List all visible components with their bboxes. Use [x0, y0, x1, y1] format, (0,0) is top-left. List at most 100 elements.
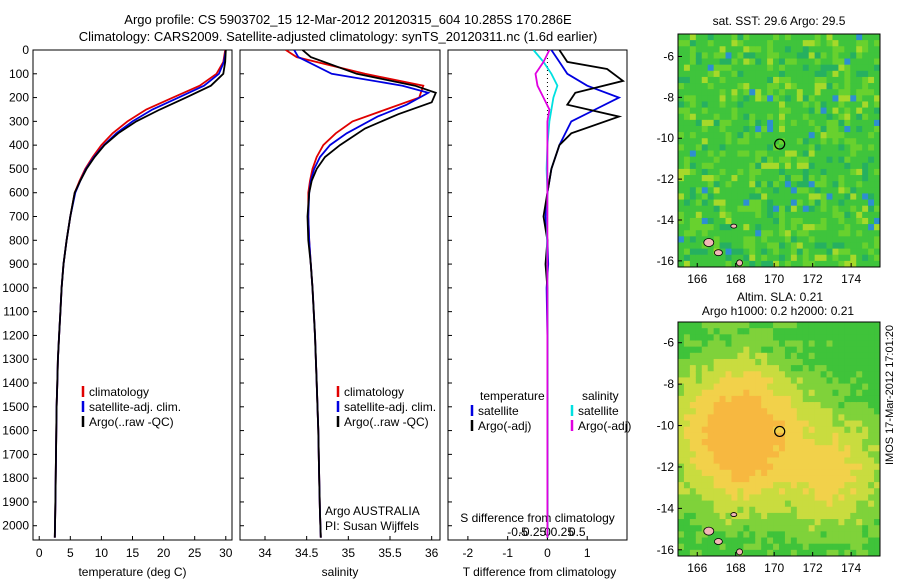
sst-map-cell — [755, 162, 762, 170]
sst-map-cell — [874, 254, 881, 262]
sst-map-cell — [695, 95, 703, 102]
sst-map-cell — [725, 64, 732, 72]
sla-map-cell — [838, 494, 845, 502]
sst-map-cell — [850, 132, 857, 139]
sst-map-cell — [784, 144, 792, 151]
sst-map-cell — [755, 46, 762, 53]
sla-map-cell — [850, 519, 857, 526]
sst-map-cell — [832, 156, 839, 164]
sla-map-cell — [862, 346, 869, 354]
sla-map-cell — [844, 475, 851, 483]
sst-map-cell — [707, 260, 715, 268]
sla-map-cell — [856, 426, 863, 434]
sst-map-cell — [755, 125, 762, 133]
sst-map-cell — [868, 132, 875, 139]
sst-map-cell — [689, 58, 697, 66]
sst-map-cell — [725, 205, 732, 213]
sla-map-cell — [850, 426, 857, 434]
sla-map-cell — [725, 340, 732, 348]
sst-map-cell — [796, 236, 804, 243]
sla-map-cell — [713, 346, 721, 354]
sst-map-cell — [784, 211, 792, 219]
sst-map-cell — [790, 260, 798, 268]
sst-map-cell — [796, 150, 804, 158]
sla-map-cell — [713, 358, 721, 366]
sst-map-cell — [802, 138, 810, 145]
sla-map-cell — [826, 334, 833, 341]
temp-plot-frame — [32, 49, 233, 541]
sla-map-cell — [826, 531, 833, 539]
island-shape — [703, 238, 715, 247]
sla-map-cell — [707, 340, 715, 348]
sla-map-cell — [796, 506, 804, 514]
sst-map-cell — [737, 254, 744, 262]
sla-map-cell — [784, 322, 792, 329]
sst-map-cell — [868, 64, 875, 72]
sla-map-cell — [773, 334, 780, 341]
sla-map-cell — [678, 352, 685, 360]
sla-map-cell — [749, 365, 756, 372]
sla-map-cell — [743, 439, 750, 446]
sla-map-cell — [767, 463, 774, 471]
sla-map-cell — [743, 543, 750, 551]
sla-map-cell — [773, 445, 780, 452]
sst-map-cell — [725, 150, 732, 158]
sst-map-cell — [755, 52, 762, 60]
sst-map-cell — [808, 205, 816, 213]
sst-map-cell — [683, 95, 691, 102]
sst-map-cell — [701, 70, 709, 78]
sst-map-cell — [707, 187, 715, 194]
sla-map-cell — [844, 512, 851, 520]
sla-map-cell — [725, 531, 732, 539]
sst-map-cell — [779, 76, 786, 84]
sla-map-cell — [790, 543, 798, 551]
sla-map-cell — [814, 494, 822, 502]
sst-map-cell — [737, 150, 744, 158]
sla-map-cell — [838, 525, 845, 532]
sla-map-cell — [755, 543, 762, 551]
sst-map-cell — [862, 125, 869, 133]
sla-map-cell — [761, 512, 768, 520]
sst-map-cell — [707, 230, 715, 237]
sst-map-cell — [749, 132, 756, 139]
sst-map-cell — [701, 260, 709, 268]
sla-map-cell — [719, 352, 727, 360]
sla-map-cell — [844, 488, 851, 495]
sla-map-cell — [719, 377, 727, 385]
sla-map-cell — [826, 328, 833, 335]
sst-map-cell — [755, 217, 762, 225]
sla-map-cell — [790, 371, 798, 378]
sst-map-cell — [719, 138, 727, 145]
sla-map-cell — [784, 457, 792, 465]
sla-map-cell — [820, 512, 828, 520]
sst-map-cell — [826, 230, 833, 237]
sla-map-cell — [779, 414, 786, 422]
sst-map-cell — [713, 230, 721, 237]
sla-map-cell — [755, 322, 762, 329]
sla-map-cell — [743, 475, 750, 483]
sst-map-cell — [856, 156, 863, 164]
sla-map-cell — [790, 525, 798, 532]
sst-map-cell — [868, 199, 875, 207]
sla-map-cell — [868, 426, 875, 434]
sla-map-cell — [725, 500, 732, 508]
sst-map-cell — [701, 46, 709, 53]
sla-map-cell — [695, 475, 703, 483]
sla-map-cell — [862, 469, 869, 477]
sst-map-cell — [683, 205, 691, 213]
sst-map-cell — [874, 70, 881, 78]
sst-map-cell — [773, 168, 780, 176]
sst-map-cell — [844, 40, 851, 47]
sst-map-cell — [796, 242, 804, 250]
sla-map-cell — [737, 457, 744, 465]
sla-map-cell — [838, 457, 845, 465]
sla-map-cell — [844, 494, 851, 502]
sst-map-cell — [683, 113, 691, 121]
sst-map-cell — [856, 40, 863, 47]
sla-map-cell — [868, 322, 875, 329]
sla-map-cell — [683, 475, 691, 483]
sla-map-cell — [701, 389, 709, 397]
diff-xtick-label: -1 — [502, 546, 513, 560]
sla-map-cell — [826, 445, 833, 452]
sla-map-cell — [749, 322, 756, 329]
